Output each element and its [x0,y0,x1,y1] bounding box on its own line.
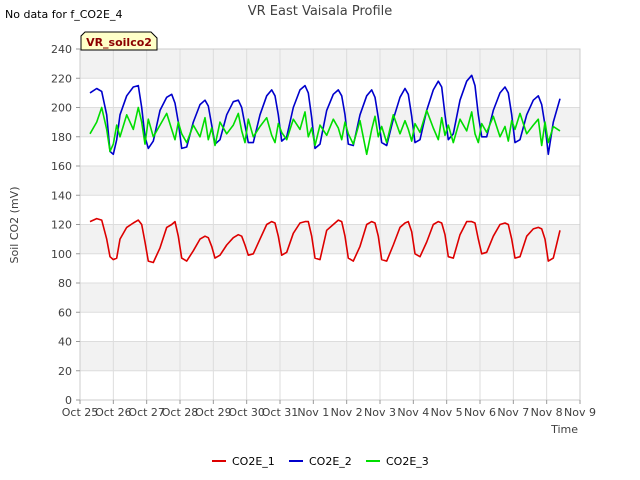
y-tick-label: 200 [51,102,72,115]
y-axis-label: Soil CO2 (mV) [8,187,21,264]
y-tick-label: 20 [58,365,72,378]
x-tick-label: Nov 3 [364,406,396,419]
badge-label: VR_soilco2 [86,36,152,49]
y-tick-label: 140 [51,189,72,202]
x-tick-label: Oct 26 [95,406,132,419]
x-tick-label: Oct 31 [262,406,299,419]
y-tick-label: 220 [51,72,72,85]
legend-label: CO2E_3 [386,455,429,468]
x-tick-label: Nov 5 [431,406,463,419]
y-axis-ticks: 0 20 40 60 80 100 120 140 160 180 200 220 240 [51,43,80,407]
badge-box [80,31,158,51]
x-axis-label: Time [550,423,578,436]
legend-label: CO2E_1 [232,455,275,468]
x-tick-label: Nov 7 [497,406,529,419]
series-line-co2e-1 [89,217,561,264]
y-tick-label: 80 [58,277,72,290]
x-tick-label: Nov 4 [397,406,429,419]
plot-band [80,283,580,313]
x-tick-label: Oct 29 [195,406,232,419]
site-badge: VR_soilco2 [80,31,158,51]
no-data-note: No data for f_CO2E_4 [5,8,123,21]
x-tick-label: Oct 28 [162,406,199,419]
x-tick-label: Oct 30 [228,406,265,419]
y-tick-label: 0 [65,394,72,407]
x-tick-label: Oct 25 [62,406,99,419]
series-lines [89,74,561,264]
series-line-co2e-2 [89,74,561,156]
y-tick-label: 240 [51,43,72,56]
y-tick-label: 160 [51,160,72,173]
y-tick-label: 180 [51,131,72,144]
plot-band [80,166,580,196]
x-tick-label: Nov 2 [331,406,363,419]
plot-band [80,224,580,254]
x-tick-label: Nov 8 [531,406,563,419]
series-line-co2e-3 [89,106,561,156]
plot-band [80,49,580,79]
x-tick-label: Nov 6 [464,406,496,419]
x-tick-label: Nov 1 [297,406,329,419]
y-tick-label: 60 [58,306,72,319]
y-tick-label: 120 [51,219,72,232]
legend-label: CO2E_2 [309,455,352,468]
plot-band [80,341,580,371]
x-tick-label: Oct 27 [128,406,165,419]
y-tick-label: 40 [58,336,72,349]
chart-title: VR East Vaisala Profile [248,4,393,19]
plot-band [80,107,580,137]
legend: CO2E_1 CO2E_2 CO2E_3 [212,455,429,468]
x-tick-label: Nov 9 [564,406,596,419]
y-tick-label: 100 [51,248,72,261]
